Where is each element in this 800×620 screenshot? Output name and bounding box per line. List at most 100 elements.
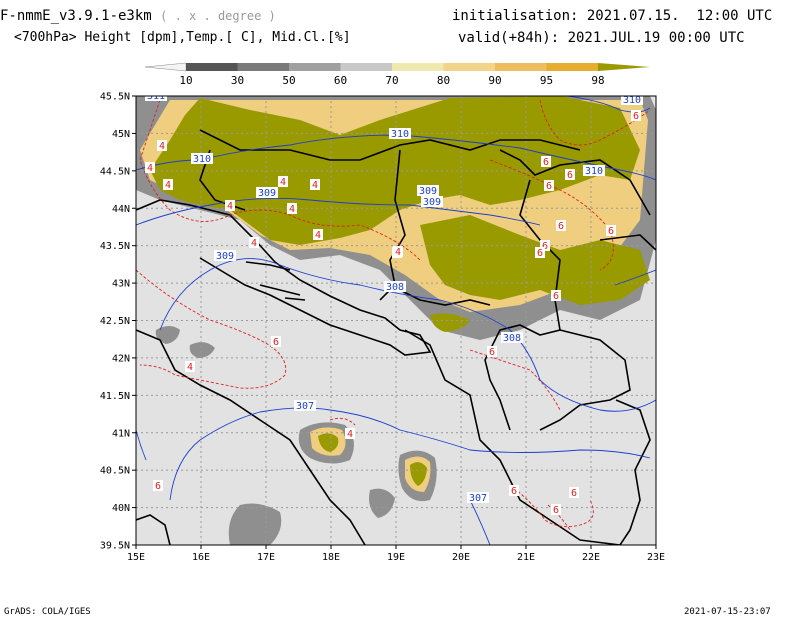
temp-contour-label: 6 — [553, 291, 559, 302]
height-contour-label: 309 — [419, 186, 437, 197]
temp-label-bg — [313, 229, 323, 240]
height-label-bg — [501, 332, 523, 343]
temp-label-bg — [509, 485, 519, 496]
temp-label-bg — [163, 179, 173, 190]
lat-tick-label: 43.5N — [100, 241, 130, 252]
colorbar-level-label: 60 — [334, 74, 347, 87]
lat-tick-label: 43N — [112, 279, 130, 290]
temp-contour-label: 4 — [289, 204, 295, 215]
colorbar-segment — [289, 63, 341, 71]
colorbar-segment — [186, 63, 238, 71]
temp-label-bg — [225, 200, 235, 211]
temp-contour-label: 6 — [543, 157, 549, 168]
temp-label-bg — [249, 237, 259, 248]
lat-tick-label: 44.5N — [100, 166, 130, 177]
initialisation-time: initialisation: 2021.07.15. 12:00 UTC — [452, 8, 773, 24]
colorbar-segment — [237, 63, 289, 71]
borders-coastlines — [136, 129, 656, 545]
temp-contour-label: 6 — [633, 111, 639, 122]
height-contour-label: 307 — [469, 493, 487, 504]
temp-label-bg — [556, 220, 566, 231]
temp-label-bg — [487, 346, 497, 357]
model-title: F-nmmE_v3.9.1-e3km ( . x . degree ) — [0, 8, 276, 24]
temp-contour-label: 4 — [165, 180, 171, 191]
temp-contour-label: 4 — [315, 230, 321, 241]
temp-contour-label: 6 — [537, 248, 543, 259]
height-contour-label: 309 — [423, 197, 441, 208]
temp-contour-label: 4 — [347, 429, 353, 440]
temp-label-bg — [535, 247, 545, 258]
colorbar-level-label: 90 — [488, 74, 501, 87]
temp-contour-label: 6 — [608, 226, 614, 237]
colorbar-under-arrow — [144, 62, 187, 72]
height-label-bg — [583, 165, 605, 176]
temp-label-bg — [310, 179, 320, 190]
temp-label-bg — [278, 176, 288, 187]
lat-tick-label: 39.5N — [100, 541, 130, 552]
lat-tick-label: 45N — [112, 129, 130, 140]
temp-contour-label: 4 — [227, 201, 233, 212]
height-contour-label: 308 — [386, 282, 404, 293]
height-contour-label: 309 — [258, 188, 276, 199]
lat-lon-grid — [136, 96, 656, 545]
height-label-bg — [384, 281, 406, 292]
temp-contour-label: 6 — [273, 337, 279, 348]
colorbar-level-label: 95 — [540, 74, 553, 87]
lon-tick-label: 20E — [452, 552, 470, 563]
lon-tick-label: 16E — [192, 552, 210, 563]
colorbar-segment — [546, 63, 598, 71]
height-contour-label: 307 — [296, 401, 314, 412]
height-contour-label: 310 — [585, 166, 603, 177]
lat-tick-label: 40.5N — [100, 466, 130, 477]
model-grid-unit: ( . x . degree ) — [160, 9, 276, 23]
colorbar-level-label: 98 — [591, 74, 604, 87]
lat-tick-label: 41N — [112, 428, 130, 439]
lon-tick-label: 23E — [647, 552, 665, 563]
temp-label-bg — [393, 246, 403, 257]
height-label-bg — [621, 96, 643, 105]
temp-contour-label: 6 — [567, 170, 573, 181]
temp-contour-label: 6 — [155, 481, 161, 492]
footer-credit: GrADS: COLA/IGES — [4, 607, 91, 617]
temp-label-bg — [551, 504, 561, 515]
height-label-bg — [214, 250, 236, 261]
temp-contour-label: 6 — [542, 241, 548, 252]
model-name: F-nmmE_v3.9.1-e3km — [0, 8, 152, 24]
colorbar-level-label: 80 — [437, 74, 450, 87]
temperature-contours — [136, 99, 651, 531]
lon-tick-label: 18E — [322, 552, 340, 563]
height-contour-label: 311 — [147, 91, 165, 102]
height-contour-label: 310 — [193, 154, 211, 165]
valid-time: valid(+84h): 2021.JUL.19 00:00 UTC — [458, 30, 745, 46]
height-label-bg — [191, 153, 213, 164]
temp-contour-label: 6 — [489, 347, 495, 358]
temp-label-bg — [544, 180, 554, 191]
colorbar-segment — [392, 63, 444, 71]
colorbar-segment — [340, 63, 392, 71]
temp-label-bg — [565, 169, 575, 180]
temp-label-bg — [287, 203, 297, 214]
temp-label-bg — [157, 140, 167, 151]
temp-contour-label: 4 — [187, 362, 193, 373]
temp-label-bg — [551, 290, 561, 301]
temp-label-bg — [185, 361, 195, 372]
temp-label-bg — [145, 162, 155, 173]
variables-caption: <700hPa> Height [dpm],Temp.[ C], Mid.Cl.… — [14, 30, 351, 45]
temp-contour-label: 6 — [558, 221, 564, 232]
temp-contour-label: 4 — [251, 238, 257, 249]
height-label-bg — [389, 128, 411, 139]
colorbar-segment — [443, 63, 495, 71]
temp-label-bg — [271, 336, 281, 347]
colorbar-level-label: 70 — [385, 74, 398, 87]
temp-label-bg — [540, 240, 550, 251]
footer-timestamp: 2021-07-15-23:07 — [684, 607, 771, 617]
temp-label-bg — [153, 480, 163, 491]
lat-tick-label: 45.5N — [100, 92, 130, 103]
temp-contour-label: 6 — [511, 486, 517, 497]
height-label-bg — [417, 185, 439, 196]
height-label-bg — [294, 400, 316, 411]
lon-tick-label: 21E — [517, 552, 535, 563]
height-label-bg — [256, 187, 278, 198]
